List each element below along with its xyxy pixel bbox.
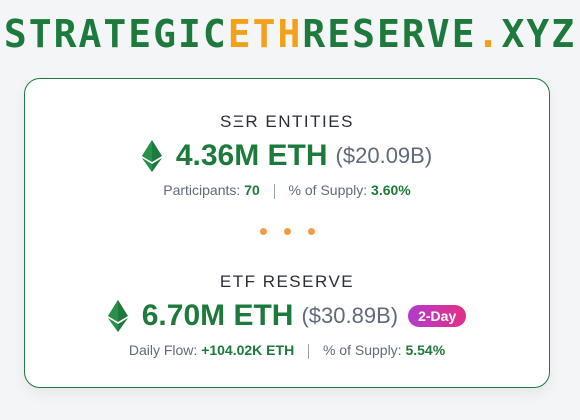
site-logo[interactable]: STRATEGICETHRESERVE.XYZ: [0, 12, 580, 56]
etf-stats-row: Daily Flow: +104.02K ETH % of Supply: 5.…: [25, 342, 549, 359]
ser-supply-label: % of Supply:: [288, 182, 368, 198]
ser-eth-amount: 4.36M ETH: [175, 139, 328, 172]
logo-text-dot: .: [476, 12, 502, 56]
etf-usd-value: ($30.89B): [301, 303, 399, 328]
divider-dot: [307, 228, 315, 235]
etf-reserve-section: ETF RESERVE 6.70M ETH ($30.89B) 2-Day Da…: [25, 272, 549, 359]
stat-divider: [308, 343, 310, 359]
ser-supply-value: 3.60%: [371, 182, 411, 198]
ser-amount-row: 4.36M ETH ($20.09B): [25, 138, 549, 174]
section-divider-dots: [25, 228, 549, 235]
etf-eth-amount: 6.70M ETH: [141, 299, 294, 332]
ethereum-icon: [141, 140, 162, 172]
divider-dot: [283, 228, 291, 235]
ser-usd-value: ($20.09B): [335, 143, 433, 168]
etf-supply-label: % of Supply:: [322, 342, 402, 358]
etf-amount-row: 6.70M ETH ($30.89B) 2-Day: [25, 298, 549, 334]
participants-label: Participants:: [163, 182, 241, 198]
participants-value: 70: [244, 182, 260, 198]
ser-stats-row: Participants: 70 % of Supply: 3.60%: [25, 182, 549, 199]
daily-flow-value: +104.02K ETH: [201, 342, 295, 358]
logo-text-xyz: XYZ: [501, 12, 577, 56]
etf-supply-value: 5.54%: [405, 342, 446, 358]
period-badge[interactable]: 2-Day: [408, 305, 467, 327]
daily-flow-label: Daily Flow:: [128, 342, 198, 358]
divider-dot: [259, 228, 267, 235]
ethereum-icon: [107, 300, 128, 332]
stat-divider: [273, 183, 275, 199]
ser-entities-title: SΞR ENTITIES: [220, 112, 354, 131]
logo-text-strategic: STRATEGIC: [3, 12, 228, 56]
logo-text-reserve: RESERVE: [302, 12, 477, 56]
logo-text-eth: ETH: [227, 12, 303, 56]
ser-entities-section: SΞR ENTITIES 4.36M ETH ($20.09B) Partici…: [25, 112, 549, 199]
reserve-card: SΞR ENTITIES 4.36M ETH ($20.09B) Partici…: [24, 78, 550, 388]
etf-reserve-title: ETF RESERVE: [219, 272, 355, 291]
